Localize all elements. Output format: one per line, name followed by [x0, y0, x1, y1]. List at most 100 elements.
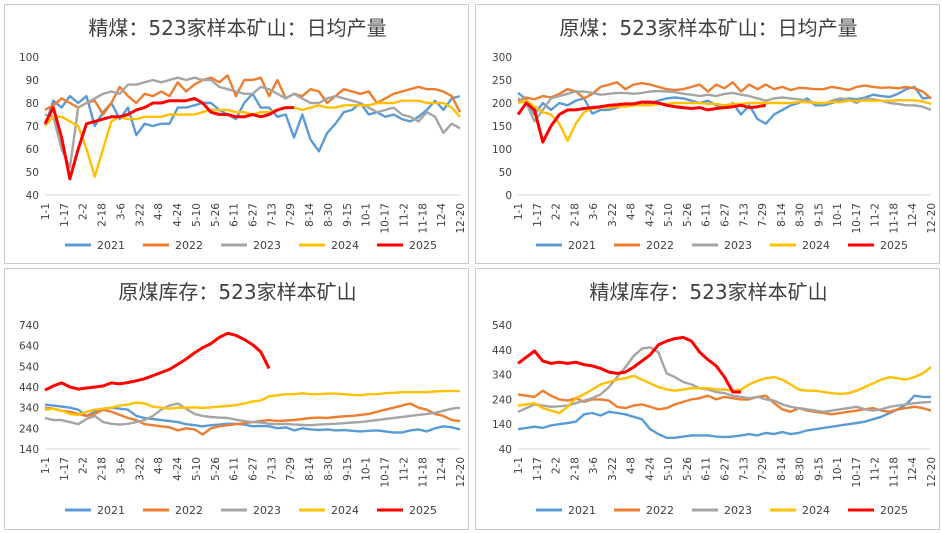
chart-svg-2: 原煤库存：523家样本矿山 140 240 340 440 540 640 740 1-1 1-1… [19, 280, 467, 517]
y-tick-label: 250 [492, 75, 512, 87]
x-tick-label: 1-17 [59, 457, 71, 481]
y-tick-label: 100 [19, 52, 39, 64]
x-tick-label: 10-17 [851, 203, 863, 234]
x-tick-label: 4-24 [644, 203, 656, 227]
chart-panel-clean-coal-inventory: 精煤库存：523家样本矿山 40 140 240 340 440 540 1-1 1-17 2-2… [475, 268, 940, 530]
x-tick-label: 11-18 [888, 203, 900, 234]
x-tick-label: 6-11 [229, 457, 241, 481]
y-tick-label: 140 [492, 419, 512, 431]
x-tick-label: 6-27 [248, 457, 260, 481]
x-tick-label: 9-15 [342, 203, 354, 227]
y-tick-label: 300 [492, 52, 512, 64]
legend-label-2022: 2022 [646, 239, 674, 252]
x-tick-label: 11-18 [888, 457, 900, 488]
series-line-2025 [43, 96, 294, 181]
x-tick-label: 10-1 [832, 457, 844, 481]
legend-label-2023: 2023 [724, 239, 752, 252]
x-tick-label: 5-26 [682, 203, 694, 227]
x-tick-label: 1-1 [40, 203, 52, 220]
y-tick-label: 640 [19, 341, 39, 353]
x-tick-label: 6-11 [701, 203, 713, 227]
x-tick-label: 1-1 [513, 457, 525, 474]
x-tick-label: 11-18 [417, 457, 429, 488]
x-tick-label: 4-8 [626, 457, 638, 474]
y-tick-label: 50 [26, 167, 39, 179]
legend-label-2022: 2022 [175, 239, 203, 252]
x-tick-label: 5-10 [663, 457, 675, 481]
x-tick-label: 3-6 [588, 203, 600, 220]
x-tick-label: 12-20 [455, 203, 467, 234]
x-tick-label: 9-15 [813, 457, 825, 481]
chart-title: 精煤：523家样本矿山：日均产量 [88, 16, 386, 40]
x-tick-label: 2-2 [78, 457, 90, 474]
series-line-2025 [517, 335, 741, 394]
x-tick-label: 12-4 [436, 457, 448, 481]
x-tick-label: 2-2 [78, 203, 90, 220]
x-tick-label: 12-4 [907, 457, 919, 481]
x-tick-label: 5-26 [210, 203, 222, 227]
x-tick-label: 4-24 [172, 457, 184, 481]
series-line-2022 [44, 74, 462, 116]
legend-label-2021: 2021 [568, 504, 596, 517]
y-tick-label: 200 [492, 98, 512, 110]
x-tick-label: 8-14 [304, 203, 316, 227]
x-tick-label: 10-17 [851, 457, 863, 488]
chart-panel-clean-coal-output: 精煤：523家样本矿山：日均产量 40 50 60 70 80 90 100 1-1 1-17 2-… [4, 4, 469, 264]
x-tick-label: 1-17 [532, 203, 544, 227]
y-tick-label: 40 [499, 444, 512, 456]
x-tick-label: 2-2 [551, 203, 563, 220]
x-tick-label: 12-4 [907, 203, 919, 227]
series-line-2024 [44, 389, 460, 417]
chart-title: 精煤库存：523家样本矿山 [589, 280, 827, 304]
y-tick-label: 70 [26, 121, 39, 133]
series-line-2023 [44, 76, 461, 169]
x-tick-label: 8-14 [776, 203, 788, 227]
x-tick-label: 11-2 [870, 203, 882, 227]
x-tick-label: 5-26 [210, 457, 222, 481]
x-tick-label: 12-4 [436, 203, 448, 227]
x-tick-label: 7-29 [285, 203, 297, 227]
y-tick-label: 150 [492, 121, 512, 133]
x-tick-label: 7-13 [266, 203, 278, 227]
series-line-2025 [516, 100, 767, 144]
x-tick-label: 3-22 [607, 203, 619, 227]
x-tick-label: 7-29 [757, 203, 769, 227]
x-tick-label: 3-6 [115, 457, 127, 474]
x-tick-label: 10-1 [361, 203, 373, 227]
x-tick-label: 8-14 [776, 457, 788, 481]
series-line-2023 [517, 346, 932, 414]
legend-label-2023: 2023 [253, 239, 281, 252]
legend-label-2025: 2025 [409, 504, 437, 517]
y-tick-label: 40 [26, 190, 39, 202]
x-tick-label: 4-8 [153, 457, 165, 474]
x-tick-label: 1-17 [532, 457, 544, 481]
y-tick-label: 440 [19, 382, 39, 394]
series-line-2022 [517, 81, 932, 102]
x-tick-label: 6-27 [248, 203, 260, 227]
y-tick-label: 0 [505, 190, 512, 202]
x-tick-label: 3-22 [134, 457, 146, 481]
series-line-2024 [517, 98, 932, 142]
chart-title: 原煤：523家样本矿山：日均产量 [559, 16, 857, 40]
x-tick-label: 2-2 [551, 457, 563, 474]
x-tick-label: 7-29 [757, 457, 769, 481]
x-tick-label: 8-30 [795, 457, 807, 481]
x-tick-label: 4-8 [626, 203, 638, 220]
x-tick-label: 3-6 [115, 203, 127, 220]
x-tick-label: 2-18 [569, 203, 581, 227]
x-tick-label: 12-20 [926, 457, 938, 488]
x-tick-label: 1-1 [513, 203, 525, 220]
x-tick-label: 6-27 [720, 203, 732, 227]
x-tick-label: 11-18 [417, 203, 429, 234]
series-line-2022 [517, 389, 932, 416]
legend-label-2022: 2022 [175, 504, 203, 517]
x-tick-label: 4-24 [172, 203, 184, 227]
x-tick-label: 2-18 [569, 457, 581, 481]
x-tick-label: 8-30 [323, 203, 335, 227]
series-line-2025 [44, 331, 271, 392]
y-tick-label: 740 [19, 320, 39, 332]
x-tick-label: 2-18 [97, 203, 109, 227]
chart-title: 原煤库存：523家样本矿山 [118, 280, 356, 304]
x-tick-label: 10-17 [380, 457, 392, 488]
legend-label-2024: 2024 [331, 239, 359, 252]
